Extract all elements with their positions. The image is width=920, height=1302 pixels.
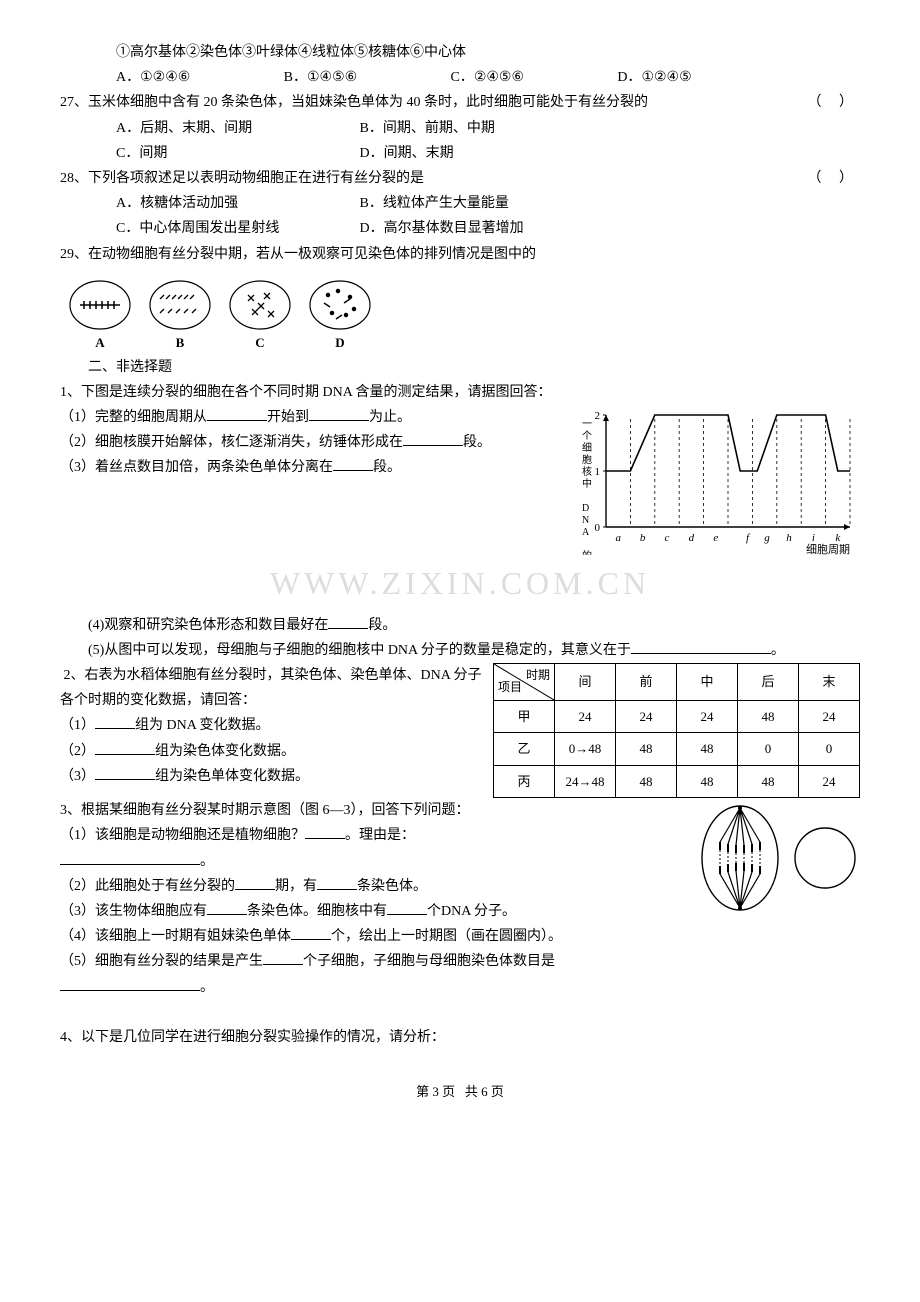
q26-B: ①④⑤⑥ [307, 65, 447, 90]
q29-label-D: D [335, 335, 344, 350]
q28-text: 下列各项叙述足以表明动物细胞正在进行有丝分裂的是 [88, 171, 424, 186]
fr2-text: 右表为水稻体细胞有丝分裂时，其染色体、染色单体、DNA 分子各个时期的变化数据，… [60, 668, 482, 708]
q27-A: A．后期、末期、间期 [116, 116, 356, 141]
q28-A: A．核糖体活动加强 [116, 191, 356, 216]
page-footer: 第 3 页 共 6 页 [60, 1080, 860, 1103]
fr4-num: 4、 [60, 1030, 81, 1045]
svg-text:d: d [689, 532, 695, 544]
fr3-p4: （4）该细胞上一时期有姐妹染色单体个，绘出上一时期图（画在圆圈内）。 [60, 924, 860, 949]
fr3-p5c: 。 [60, 975, 860, 1000]
svg-text:细胞周期: 细胞周期 [806, 543, 850, 555]
svg-text:k: k [835, 532, 841, 544]
q27-stem-line1: 27、玉米体细胞中含有 20 条染色体，当姐妹染色单体为 40 条时，此时细胞可… [60, 90, 860, 115]
fr3-num: 3、 [60, 803, 81, 818]
q29-stem: 29、在动物细胞有丝分裂中期，若从一极观察可见染色体的排列情况是图中的 [60, 242, 860, 267]
svg-text:2: 2 [595, 410, 601, 422]
q27-D: D．间期、末期 [360, 146, 454, 161]
svg-text:D: D [582, 503, 589, 514]
svg-text:c: c [665, 532, 670, 544]
svg-text:0: 0 [595, 522, 601, 534]
q28-num: 28、 [60, 171, 88, 186]
fr1-chart: 012abcdefghik细胞周期一个细胞核中 DNA 的含量 [570, 405, 860, 555]
fr4-stem: 4、以下是几位同学在进行细胞分裂实验操作的情况，请分析： [60, 1025, 860, 1050]
svg-text:a: a [615, 532, 621, 544]
fr3-svg [690, 798, 860, 918]
svg-text:f: f [746, 532, 751, 544]
watermark: WWW.ZIXIN.COM.CN [60, 555, 860, 613]
q29-num: 29、 [60, 247, 88, 262]
svg-text:g: g [764, 532, 770, 544]
q29-diagram-row: A B C D [60, 273, 860, 353]
svg-text:b: b [640, 532, 646, 544]
q26-choices: A．①②④⑥ B．①④⑤⑥ C．②④⑤⑥ D．①②④⑤ [60, 65, 860, 90]
svg-text:1: 1 [595, 466, 601, 478]
q28-paren: （ ） [808, 166, 861, 191]
footer-page: 第 3 页 [416, 1084, 455, 1099]
q29-svg: A B C D [60, 273, 380, 353]
fr2-num: 2、 [64, 668, 85, 683]
svg-text:A: A [582, 527, 590, 538]
fr1-num: 1、 [60, 385, 81, 400]
fr3-figure [690, 798, 860, 918]
q27-num: 27、 [60, 95, 88, 110]
empty-circle [795, 828, 855, 888]
q29-label-C: C [255, 335, 264, 350]
svg-text:细: 细 [582, 441, 592, 454]
q28-stem: 28、下列各项叙述足以表明动物细胞正在进行有丝分裂的是 （ ） [60, 166, 860, 191]
fr1-p4: (4)观察和研究染色体形态和数目最好在段。 [60, 613, 860, 638]
fr1-stem: 1、下图是连续分裂的细胞在各个不同时期 DNA 含量的测定结果，请据图回答： [60, 380, 860, 405]
svg-text:中: 中 [582, 477, 592, 490]
svg-text:h: h [786, 532, 792, 544]
svg-text:N: N [582, 515, 589, 526]
q29-label-A: A [95, 335, 105, 350]
q29-label-B: B [176, 335, 185, 350]
svg-text:胞: 胞 [582, 454, 592, 466]
q27-B: B．间期、前期、中期 [360, 121, 495, 136]
svg-text:e: e [713, 532, 718, 544]
section2-heading: 二、非选择题 [60, 355, 860, 380]
q27-row2: C．间期 D．间期、末期 [60, 141, 860, 166]
fr1-p5: (5)从图中可以发现，母细胞与子细胞的细胞核中 DNA 分子的数量是稳定的，其意… [60, 638, 860, 663]
q28-B: B．线粒体产生大量能量 [360, 196, 509, 211]
fr2-table: 时期 项目间前中后末甲2424244824乙0→48484800丙24→4848… [493, 663, 860, 798]
q29-text: 在动物细胞有丝分裂中期，若从一极观察可见染色体的排列情况是图中的 [88, 247, 536, 262]
q27-C: C．间期 [116, 141, 356, 166]
fr3-text: 根据某细胞有丝分裂某时期示意图（图 6—3），回答下列问题： [81, 803, 470, 818]
q28-C: C．中心体周围发出星射线 [116, 216, 356, 241]
dna-chart-svg: 012abcdefghik细胞周期一个细胞核中 DNA 的含量 [570, 405, 860, 555]
svg-text:的: 的 [582, 549, 592, 555]
q26-option-stems: ①高尔基体②染色体③叶绿体④线粒体⑤核糖体⑥中心体 [60, 40, 860, 65]
fr1-text: 下图是连续分裂的细胞在各个不同时期 DNA 含量的测定结果，请据图回答： [81, 385, 552, 400]
svg-text:一: 一 [582, 419, 592, 430]
q27-row1: A．后期、末期、间期 B．间期、前期、中期 [60, 116, 860, 141]
footer-total: 共 6 页 [465, 1084, 504, 1099]
q28-row2: C．中心体周围发出星射线 D．高尔基体数目显著增加 [60, 216, 860, 241]
q26-D: ①②④⑤ [641, 65, 781, 90]
q26-A: ①②④⑥ [140, 65, 280, 90]
q28-row1: A．核糖体活动加强 B．线粒体产生大量能量 [60, 191, 860, 216]
fr3-p5: （5）细胞有丝分裂的结果是产生个子细胞，子细胞与母细胞染色体数目是 [60, 949, 860, 974]
fr4-text: 以下是几位同学在进行细胞分裂实验操作的情况，请分析： [81, 1030, 445, 1045]
svg-text:个: 个 [582, 430, 592, 442]
svg-text:i: i [812, 532, 815, 544]
q27-paren: （ ） [808, 90, 861, 115]
svg-text:核: 核 [582, 465, 592, 478]
q27-stem: 玉米体细胞中含有 20 条染色体，当姐妹染色单体为 40 条时，此时细胞可能处于… [88, 95, 648, 110]
q28-D: D．高尔基体数目显著增加 [360, 221, 524, 236]
q26-C: ②④⑤⑥ [474, 65, 614, 90]
